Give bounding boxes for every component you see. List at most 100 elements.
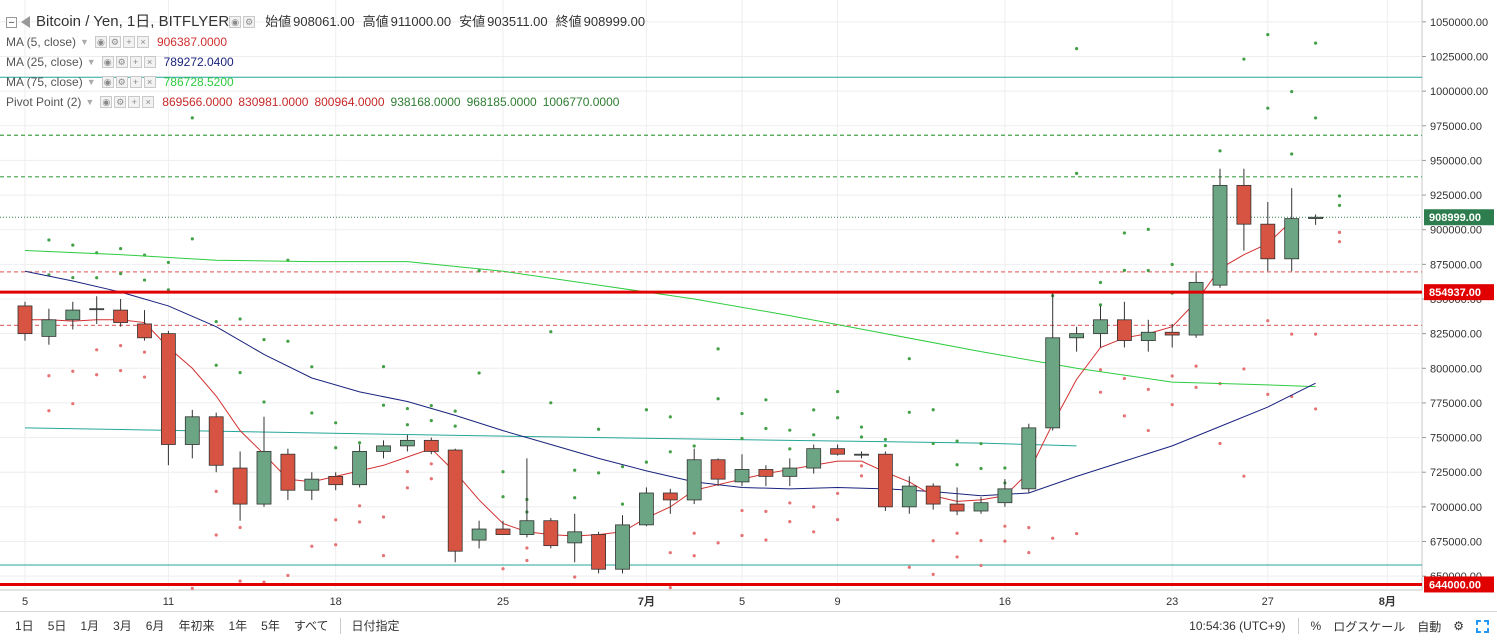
candle-body[interactable] (901, 485, 917, 508)
timeframe-button[interactable]: 6月 (145, 618, 165, 633)
timeframe-button[interactable]: 年初来 (178, 618, 215, 633)
timeframe-button[interactable]: 5年 (261, 618, 280, 633)
candle-body[interactable] (232, 467, 248, 505)
close-icon[interactable]: × (143, 56, 156, 68)
collapse-box-icon[interactable] (6, 16, 17, 28)
gear-icon[interactable]: ⚙ (1453, 619, 1464, 633)
indicator-row[interactable]: Pivot Point (2) ▼ ◉ ⚙ + × 869566.0000 830981.00… (6, 92, 645, 112)
plus-icon[interactable]: + (128, 96, 141, 108)
candle-body[interactable] (710, 459, 726, 480)
candle-body[interactable] (399, 439, 415, 447)
log-scale-toggle[interactable]: ログスケール (1333, 619, 1406, 634)
candle-body[interactable] (782, 467, 798, 477)
gear-icon[interactable]: ⚙ (243, 16, 256, 28)
indicator-row[interactable]: MA (25, close) ▼ ◉ ⚙ + × 789272.0400 (6, 52, 645, 72)
candle-body[interactable] (184, 416, 200, 445)
close-icon[interactable]: × (142, 96, 155, 108)
candle-body[interactable] (686, 459, 702, 501)
chevron-down-icon[interactable]: ▼ (86, 77, 96, 87)
timeframe-button[interactable]: すべて (293, 618, 329, 633)
candle-body[interactable] (758, 469, 774, 477)
flag-icon[interactable] (21, 16, 30, 28)
indicator-row[interactable]: MA (75, close) ▼ ◉ ⚙ + × 786728.5200 (6, 72, 645, 92)
eye-icon[interactable]: ◉ (101, 56, 114, 68)
candle-body[interactable] (949, 503, 965, 512)
candle-body[interactable] (1093, 319, 1108, 335)
candle-body[interactable] (854, 453, 869, 456)
auto-scale-toggle[interactable]: 自動 (1417, 619, 1442, 634)
gear-icon[interactable]: ⚙ (108, 36, 121, 48)
candle-body[interactable] (256, 451, 272, 505)
candle-body[interactable] (1308, 216, 1323, 219)
close-icon[interactable]: × (136, 36, 149, 48)
candle-body[interactable] (160, 333, 176, 445)
candle-body[interactable] (208, 416, 224, 466)
chevron-down-icon[interactable]: ▼ (85, 97, 95, 107)
candle-body[interactable] (352, 451, 368, 486)
candle-body[interactable] (925, 485, 941, 505)
candle-body[interactable] (615, 524, 630, 570)
eye-icon[interactable]: ◉ (94, 36, 107, 48)
gear-icon[interactable]: ⚙ (115, 76, 128, 88)
timeframe-button[interactable]: 5日 (47, 618, 67, 633)
candle-body[interactable] (1284, 218, 1300, 260)
chevron-down-icon[interactable]: ▼ (80, 37, 89, 47)
candle-body[interactable] (328, 475, 344, 486)
candle-body[interactable] (495, 528, 511, 535)
candle-body[interactable] (41, 319, 57, 337)
candle-body[interactable] (567, 531, 583, 544)
candle-body[interactable] (1188, 281, 1204, 336)
candle-body[interactable] (447, 449, 463, 552)
candle-body[interactable] (519, 520, 535, 535)
candle-body[interactable] (376, 445, 391, 452)
candle-body[interactable] (1045, 337, 1061, 429)
candle-body[interactable] (1164, 331, 1180, 336)
candle-body[interactable] (997, 488, 1013, 504)
candle-body[interactable] (1260, 223, 1276, 260)
eye-icon[interactable]: ◉ (100, 96, 113, 108)
candle-body[interactable] (639, 492, 654, 526)
gear-icon[interactable]: ⚙ (115, 56, 128, 68)
timeframe-button[interactable]: 1年 (228, 618, 248, 633)
candle-body[interactable] (878, 453, 893, 508)
candle-body[interactable] (89, 308, 105, 311)
candle-body[interactable] (280, 453, 296, 491)
timeframe-button[interactable]: 3月 (113, 618, 132, 633)
indicator-row[interactable]: MA (5, close) ▼ ◉ ⚙ + × 906387.0000 (6, 32, 645, 52)
close-icon[interactable]: × (143, 76, 156, 88)
eye-icon[interactable]: ◉ (229, 16, 242, 28)
candle-body[interactable] (1236, 184, 1252, 225)
candle-body[interactable] (806, 448, 822, 469)
candle-body[interactable] (113, 309, 128, 323)
candle-body[interactable] (543, 520, 559, 547)
percent-toggle[interactable]: % (1310, 619, 1322, 633)
fullscreen-icon[interactable] (1476, 619, 1489, 633)
plus-icon[interactable]: + (129, 76, 142, 88)
candle-body[interactable] (471, 528, 487, 541)
candle-body[interactable] (662, 492, 678, 501)
candle-body[interactable] (973, 502, 989, 512)
candle-body[interactable] (137, 323, 152, 339)
candle-body[interactable] (591, 534, 606, 570)
chevron-down-icon[interactable]: ▼ (86, 57, 96, 67)
gear-icon[interactable]: ⚙ (114, 96, 127, 108)
eye-icon[interactable]: ◉ (101, 76, 114, 88)
candle-body[interactable] (1117, 319, 1132, 341)
candle-body[interactable] (734, 469, 750, 483)
plus-icon[interactable]: + (129, 56, 142, 68)
timeframe-button[interactable]: 1日 (15, 618, 34, 633)
candle-body[interactable] (1021, 427, 1037, 490)
candle-body[interactable] (65, 309, 81, 321)
candle-body[interactable] (17, 305, 33, 335)
timeframe-button[interactable]: 1月 (80, 618, 100, 633)
candle-body[interactable] (830, 448, 845, 455)
candle-body[interactable] (1212, 184, 1228, 286)
date-range-button[interactable]: 日付指定 (351, 618, 400, 633)
plus-icon[interactable]: + (122, 36, 135, 48)
candle-body[interactable] (304, 478, 320, 491)
candle-body[interactable] (423, 439, 439, 452)
candle-body[interactable] (1069, 333, 1084, 339)
candle-body[interactable] (1140, 331, 1156, 341)
